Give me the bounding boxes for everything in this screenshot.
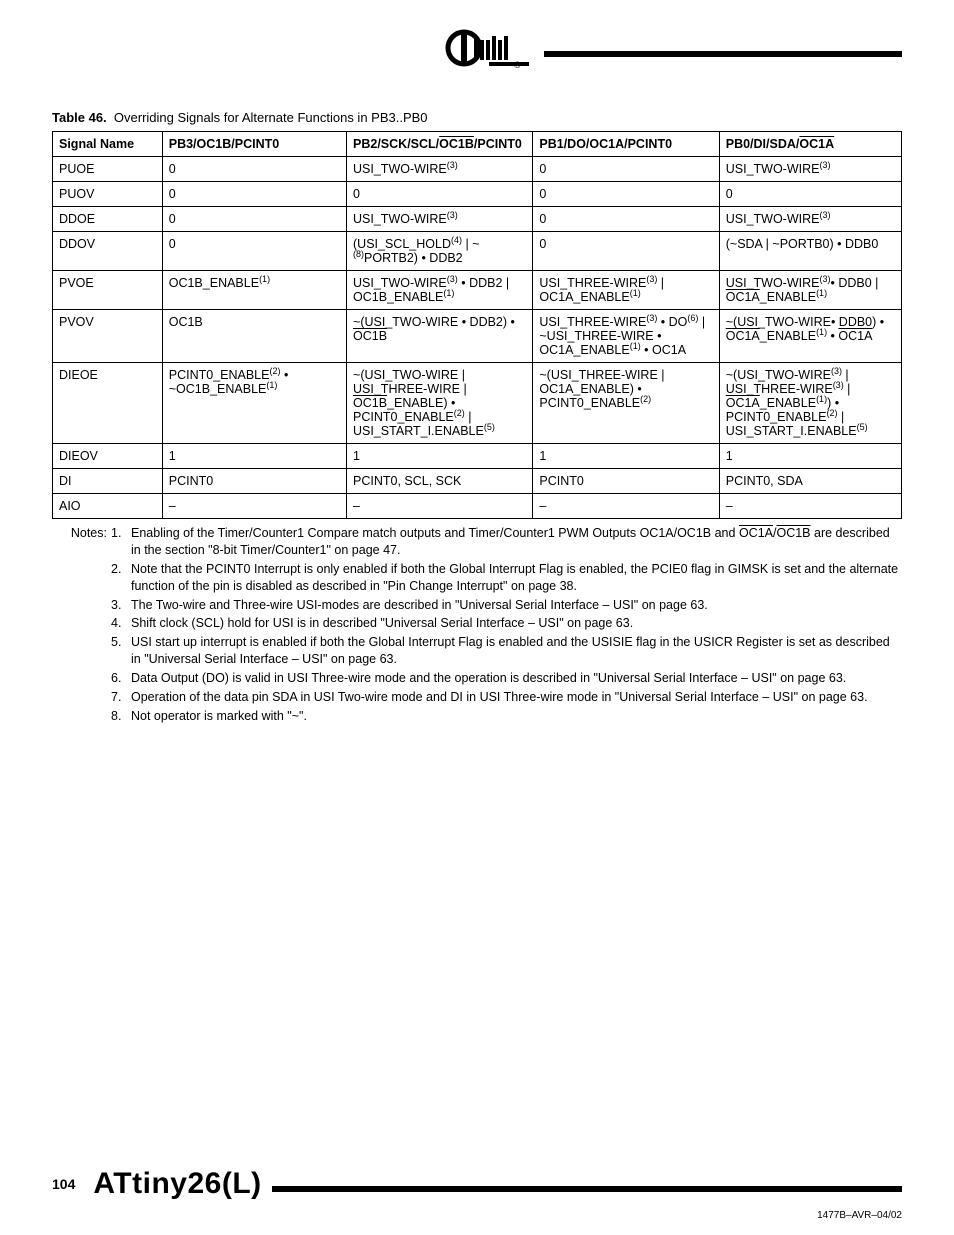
cell: 0	[533, 207, 719, 232]
cell: DIEOV	[53, 444, 163, 469]
doc-title: ATtiny26(L)	[93, 1167, 261, 1201]
atmel-logo-icon: ®	[442, 28, 538, 72]
note-5: 5.USI start up interrupt is enabled if b…	[111, 634, 902, 668]
cell: 1	[162, 444, 346, 469]
cell: PCINT0, SDA	[719, 469, 901, 494]
cell: ~(USI_TWO-WIRE • DDB2) • OC1B	[347, 310, 533, 363]
row-di: DI PCINT0 PCINT0, SCL, SCK PCINT0 PCINT0…	[53, 469, 902, 494]
cell: 0	[533, 157, 719, 182]
th-pb2: PB2/SCK/SCL/OC1B/PCINT0	[347, 132, 533, 157]
row-aio: AIO – – – –	[53, 494, 902, 519]
th-signal-name: Signal Name	[53, 132, 163, 157]
cell: PVOE	[53, 271, 163, 310]
cell: USI_TWO-WIRE(3)	[347, 157, 533, 182]
cell: ~(USI_THREE-WIRE | OC1A_ENABLE) • PCINT0…	[533, 363, 719, 444]
cell: PCINT0, SCL, SCK	[347, 469, 533, 494]
cell: ~(USI_TWO-WIRE(3) | USI_THREE-WIRE(3) | …	[719, 363, 901, 444]
page-number: 104	[52, 1176, 75, 1192]
cell: AIO	[53, 494, 163, 519]
row-pvov: PVOV OC1B ~(USI_TWO-WIRE • DDB2) • OC1B …	[53, 310, 902, 363]
cell: USI_TWO-WIRE(3)	[719, 157, 901, 182]
th-pb0: PB0/DI/SDA/OC1A	[719, 132, 901, 157]
note-2: 2.Note that the PCINT0 Interrupt is only…	[111, 561, 902, 595]
row-dieoe: DIEOE PCINT0_ENABLE(2) • ~OC1B_ENABLE(1)…	[53, 363, 902, 444]
row-dieov: DIEOV 1 1 1 1	[53, 444, 902, 469]
note-8: 8.Not operator is marked with "~".	[111, 708, 902, 725]
signals-table: Signal Name PB3/OC1B/PCINT0 PB2/SCK/SCL/…	[52, 131, 902, 519]
cell: –	[162, 494, 346, 519]
header-rule	[544, 51, 902, 57]
cell: DDOE	[53, 207, 163, 232]
cell: 0	[162, 207, 346, 232]
cell: USI_THREE-WIRE(3) • DO(6) | ~USI_THREE-W…	[533, 310, 719, 363]
cell: PUOE	[53, 157, 163, 182]
th-pb1: PB1/DO/OC1A/PCINT0	[533, 132, 719, 157]
table-caption-text: Overriding Signals for Alternate Functio…	[114, 110, 428, 125]
cell: 0	[162, 182, 346, 207]
cell: 1	[719, 444, 901, 469]
cell: PCINT0	[533, 469, 719, 494]
cell: OC1B	[162, 310, 346, 363]
note-6: 6.Data Output (DO) is valid in USI Three…	[111, 670, 902, 687]
cell: ~(USI_TWO-WIRE | USI_THREE-WIRE | OC1B_E…	[347, 363, 533, 444]
cell: USI_TWO-WIRE(3)	[719, 207, 901, 232]
cell: DI	[53, 469, 163, 494]
cell: PVOV	[53, 310, 163, 363]
page-footer: 104 ATtiny26(L)	[52, 1167, 902, 1201]
note-4: 4.Shift clock (SCL) hold for USI is in d…	[111, 615, 902, 632]
cell: USI_THREE-WIRE(3) | OC1A_ENABLE(1)	[533, 271, 719, 310]
cell: PUOV	[53, 182, 163, 207]
note-1: 1. Enabling of the Timer/Counter1 Compar…	[111, 525, 902, 559]
svg-text:®: ®	[514, 60, 521, 70]
row-puov: PUOV 0 0 0 0	[53, 182, 902, 207]
cell: PCINT0_ENABLE(2) • ~OC1B_ENABLE(1)	[162, 363, 346, 444]
page: ® Table 46. Overriding Signals for Alter…	[0, 0, 954, 1235]
table-caption: Table 46. Overriding Signals for Alterna…	[52, 110, 902, 125]
cell: USI_TWO-WIRE(3) • DDB2 | OC1B_ENABLE(1)	[347, 271, 533, 310]
page-header: ®	[52, 28, 902, 72]
notes-label: Notes:	[52, 525, 111, 727]
cell: 0	[162, 232, 346, 271]
cell: 0	[347, 182, 533, 207]
cell: USI_TWO-WIRE(3)	[347, 207, 533, 232]
cell: 0	[162, 157, 346, 182]
part-number: 1477B–AVR–04/02	[817, 1210, 902, 1221]
cell: (~SDA | ~PORTB0) • DDB0	[719, 232, 901, 271]
cell: 0	[533, 182, 719, 207]
th-pb3: PB3/OC1B/PCINT0	[162, 132, 346, 157]
cell: ~(USI_TWO-WIRE• DDB0) • OC1A_ENABLE(1) •…	[719, 310, 901, 363]
cell: 1	[347, 444, 533, 469]
table-caption-label: Table 46.	[52, 110, 107, 125]
cell: –	[533, 494, 719, 519]
cell: DDOV	[53, 232, 163, 271]
notes-block: Notes: 1. Enabling of the Timer/Counter1…	[52, 525, 902, 727]
cell: –	[719, 494, 901, 519]
row-puoe: PUOE 0 USI_TWO-WIRE(3) 0 USI_TWO-WIRE(3)	[53, 157, 902, 182]
cell: USI_TWO-WIRE(3)• DDB0 | OC1A_ENABLE(1)	[719, 271, 901, 310]
cell: DIEOE	[53, 363, 163, 444]
cell: 0	[533, 232, 719, 271]
cell: 0	[719, 182, 901, 207]
row-pvoe: PVOE OC1B_ENABLE(1) USI_TWO-WIRE(3) • DD…	[53, 271, 902, 310]
table-header-row: Signal Name PB3/OC1B/PCINT0 PB2/SCK/SCL/…	[53, 132, 902, 157]
cell: (USI_SCL_HOLD(4) | ~(8)PORTB2) • DDB2	[347, 232, 533, 271]
notes-list: 1. Enabling of the Timer/Counter1 Compar…	[111, 525, 902, 727]
row-ddov: DDOV 0 (USI_SCL_HOLD(4) | ~(8)PORTB2) • …	[53, 232, 902, 271]
cell: OC1B_ENABLE(1)	[162, 271, 346, 310]
row-ddoe: DDOE 0 USI_TWO-WIRE(3) 0 USI_TWO-WIRE(3)	[53, 207, 902, 232]
cell: 1	[533, 444, 719, 469]
note-7: 7.Operation of the data pin SDA in USI T…	[111, 689, 902, 706]
footer-rule	[272, 1186, 902, 1192]
atmel-logo: ®	[442, 28, 538, 72]
cell: PCINT0	[162, 469, 346, 494]
note-3: 3.The Two-wire and Three-wire USI-modes …	[111, 597, 902, 614]
cell: –	[347, 494, 533, 519]
